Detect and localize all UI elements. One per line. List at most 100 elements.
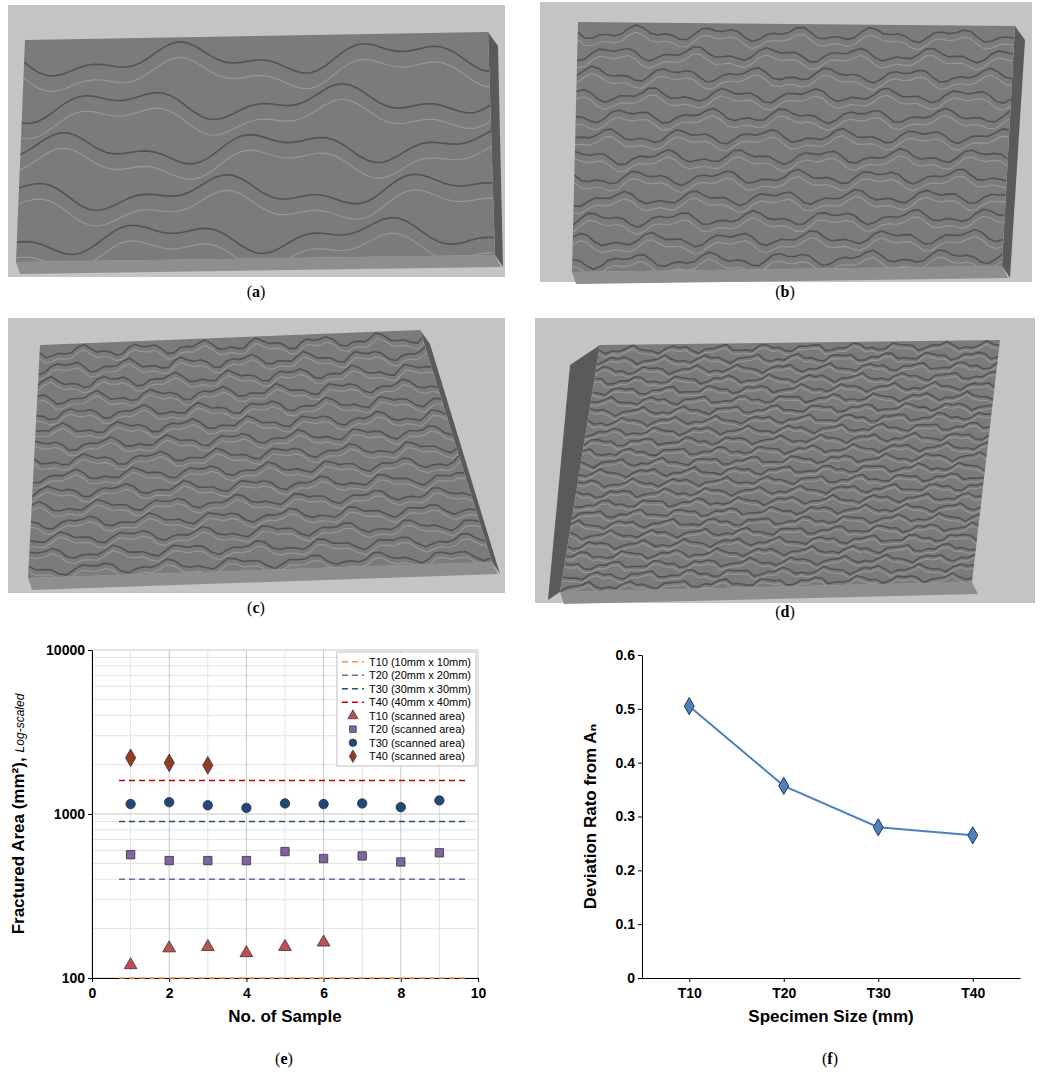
legend-swatch: [342, 674, 364, 676]
ridge-shadow: [584, 433, 989, 446]
tick: 1000: [54, 806, 92, 822]
axis-line: [643, 978, 1021, 979]
ridge-highlight: [21, 99, 491, 139]
panel-label: (a): [247, 283, 266, 301]
panel-label: (e): [275, 1050, 293, 1068]
data-point: [242, 856, 250, 864]
data-point: [319, 854, 327, 862]
panel-label: (f): [822, 1050, 838, 1068]
ridge-shadow: [38, 347, 425, 374]
tick-label: 2: [166, 985, 174, 1001]
legend-label: T10 (scanned area): [369, 710, 465, 722]
ridge-highlight: [577, 54, 1013, 70]
slab-surface: [572, 22, 1015, 272]
ridge-shadow: [592, 382, 994, 395]
image-background: [535, 318, 1035, 603]
data-point: [435, 796, 444, 805]
legend-swatch: [342, 661, 364, 663]
panel-label-part: d: [781, 603, 790, 620]
tick-mark: [88, 978, 92, 979]
tick-label: T30: [867, 985, 891, 1001]
data-point: [319, 799, 328, 808]
x-axis-title: Specimen Size (mm): [748, 1007, 913, 1026]
legend-swatch: [342, 688, 364, 690]
tick-mark: [638, 709, 642, 710]
scan-image: [540, 2, 1032, 284]
legend-swatch: [349, 750, 356, 762]
tick: T30: [867, 978, 891, 1001]
data-point: [358, 852, 366, 860]
ridge-highlight: [573, 216, 1004, 234]
tick-mark: [88, 650, 92, 651]
legend-label: T30 (30mm x 30mm): [369, 683, 471, 695]
tick: 0.6: [616, 647, 642, 663]
grid-line-minor: [92, 899, 478, 900]
tick-label: 0: [89, 985, 97, 1001]
data-point: [126, 799, 135, 808]
ridge-highlight: [569, 526, 978, 543]
surface-texture: [572, 25, 1014, 277]
tick-label: 1000: [54, 806, 85, 822]
panel-label-part: ): [789, 283, 794, 301]
legend-label: T30 (scanned area): [369, 737, 465, 749]
tick: 10000: [46, 642, 92, 658]
ridge-shadow: [32, 473, 464, 497]
ridge-shadow: [34, 442, 457, 465]
scan-image: [8, 5, 505, 277]
ridge-shadow: [572, 250, 1002, 269]
grid-line-minor: [92, 863, 478, 864]
ridge-shadow: [38, 365, 432, 388]
tick-label: 4: [243, 985, 251, 1001]
panel-label-part: a: [252, 283, 260, 300]
data-point: [165, 856, 173, 864]
ridge-shadow: [17, 218, 495, 255]
tick: T20: [772, 978, 796, 1001]
tick-mark: [638, 763, 642, 764]
ridge-shadow: [36, 397, 441, 420]
tick: 2: [166, 978, 174, 1001]
ridge-highlight: [573, 237, 1003, 254]
axis: 0246810: [89, 978, 487, 1001]
axis-line: [93, 978, 479, 979]
ridge-shadow: [591, 391, 993, 404]
legend: T10 (10mm x 10mm)T20 (20mm x 20mm)T30 (3…: [337, 652, 476, 766]
panel-label-part: b: [781, 283, 790, 300]
panel-label-part: ): [260, 599, 265, 617]
legend-box: [337, 652, 476, 766]
tick-mark: [638, 978, 642, 979]
ridge-highlight: [565, 547, 975, 562]
data-point: [397, 858, 405, 866]
tick: 8: [397, 978, 405, 1001]
axis: T10T20T30T40: [643, 978, 1021, 1001]
ridge-shadow: [578, 25, 1015, 43]
y-axis-title-main: Fractured Area (mm²),: [9, 757, 28, 934]
ridge-shadow: [19, 174, 493, 210]
tick-mark: [638, 655, 642, 656]
data-point: [242, 803, 251, 812]
ridge-shadow: [574, 493, 982, 507]
y-axis-title: Fractured Area (mm²),Log-scaled: [9, 693, 28, 934]
tick-mark: [638, 870, 642, 871]
data-point: [281, 847, 289, 855]
plot-area: [119, 749, 466, 978]
axis-line: [92, 651, 93, 979]
ridge-highlight: [587, 416, 991, 429]
data-line: [689, 706, 973, 835]
ridge-highlight: [562, 567, 974, 583]
surface-texture: [16, 42, 495, 270]
legend-swatch: [350, 726, 357, 733]
tick-mark: [638, 817, 642, 818]
tick-label: T10: [678, 985, 702, 1001]
data-point: [779, 777, 789, 794]
ridge-highlight: [573, 197, 1005, 214]
panel-label-part: ): [789, 603, 794, 621]
ridge-highlight: [571, 507, 980, 523]
ridge-shadow: [573, 209, 1005, 227]
data-point: [435, 849, 443, 857]
data-point: [240, 946, 253, 957]
tick-label: 0.1: [616, 916, 636, 932]
tick-mark: [638, 924, 642, 925]
panel-label: (d): [775, 603, 795, 621]
axis: 100100010000: [46, 642, 92, 986]
tick: 0.1: [616, 916, 642, 932]
